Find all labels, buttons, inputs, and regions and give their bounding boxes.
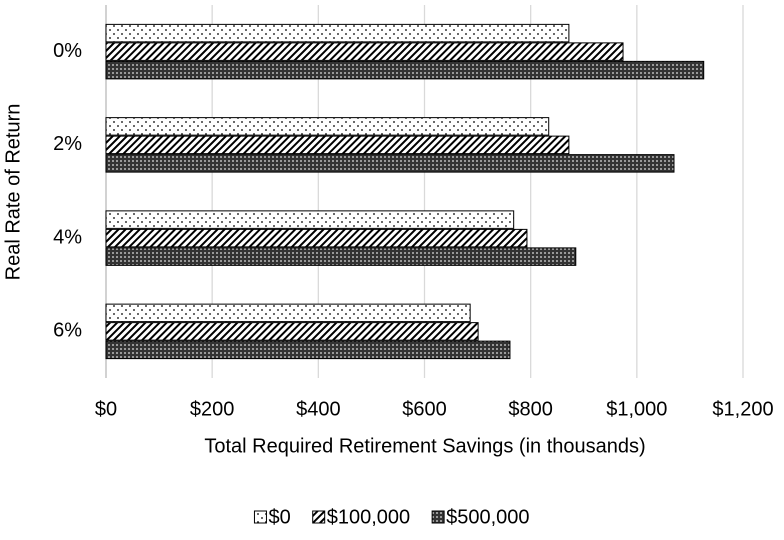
x-tick-label: $0: [95, 398, 117, 420]
bar: [105, 247, 577, 266]
x-tick-label: $400: [296, 398, 341, 420]
y-axis-title: Real Rate of Return: [2, 104, 24, 281]
bar: [105, 117, 550, 136]
x-axis-title: Total Required Retirement Savings (in th…: [204, 435, 645, 457]
y-tick-label: 2%: [53, 133, 82, 155]
legend-swatch: [253, 510, 267, 524]
bar: [105, 228, 528, 248]
y-tick-label: 6%: [53, 320, 82, 342]
bar: [105, 322, 479, 341]
x-tick-label: $200: [190, 398, 235, 420]
bar: [105, 154, 675, 173]
legend-swatch: [431, 510, 445, 524]
y-tick-label: 4%: [53, 226, 82, 248]
bar: [105, 303, 471, 323]
legend-label: $500,000: [446, 506, 529, 528]
x-tick-label: $600: [402, 398, 447, 420]
x-tick-label: $1,000: [606, 398, 667, 420]
bar: [105, 210, 515, 229]
bar: [105, 135, 570, 155]
legend-swatch: [312, 510, 326, 524]
y-tick-label: 0%: [53, 40, 82, 62]
bar: [105, 23, 570, 43]
bar: [105, 42, 624, 61]
bar: [105, 340, 511, 360]
legend-label: $100,000: [327, 506, 410, 528]
x-tick-label: $1,200: [712, 398, 773, 420]
bar: [105, 60, 705, 80]
legend-label: $0: [268, 506, 290, 528]
x-tick-label: $800: [508, 398, 553, 420]
